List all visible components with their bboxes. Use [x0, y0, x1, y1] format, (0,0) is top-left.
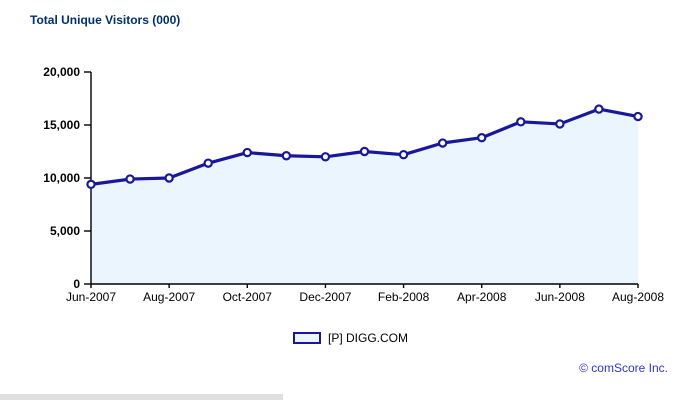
series-area-digg	[91, 109, 638, 284]
data-point-marker	[633, 111, 643, 122]
data-point-marker	[516, 117, 526, 127]
data-point-marker	[477, 133, 487, 143]
data-point-marker	[437, 138, 448, 148]
x-axis-tick-label: Apr-2008	[457, 290, 507, 304]
x-axis-tick-label: Aug-2008	[612, 290, 664, 304]
data-point-marker	[203, 158, 213, 168]
x-axis-tick-label: Feb-2008	[378, 290, 430, 304]
x-axis-tick-label: Oct-2007	[223, 290, 273, 304]
data-point-marker	[398, 149, 409, 160]
y-axis-tick-label: 10,000	[43, 171, 80, 185]
y-axis-tick-label: 0	[73, 277, 80, 291]
comscore-copyright-link[interactable]: © comScore Inc.	[579, 361, 668, 375]
y-axis-tick-label: 20,000	[43, 65, 80, 79]
data-point-marker	[281, 151, 292, 161]
legend-label-digg: [P] DIGG.COM	[328, 331, 409, 345]
chart-legend: [P] DIGG.COM	[293, 331, 408, 345]
data-point-marker	[555, 119, 565, 129]
data-point-marker	[594, 104, 604, 114]
x-axis-tick-label: Dec-2007	[299, 290, 351, 304]
y-axis-tick-label: 5,000	[50, 224, 80, 238]
legend-swatch-digg	[293, 332, 321, 344]
y-axis-tick-label: 15,000	[43, 118, 80, 132]
x-axis-tick-label: Jun-2007	[66, 290, 116, 304]
x-axis-tick-label: Jun-2008	[535, 290, 585, 304]
data-point-marker	[125, 174, 135, 184]
data-point-marker	[359, 146, 370, 157]
chart-title: Total Unique Visitors (000)	[30, 13, 181, 27]
data-point-marker	[320, 152, 331, 162]
data-point-marker	[164, 173, 174, 183]
data-point-marker	[86, 179, 96, 190]
x-axis-tick-label: Aug-2007	[143, 290, 195, 304]
horizontal-scrollbar-fragment[interactable]	[0, 394, 283, 400]
data-point-marker	[242, 147, 252, 158]
